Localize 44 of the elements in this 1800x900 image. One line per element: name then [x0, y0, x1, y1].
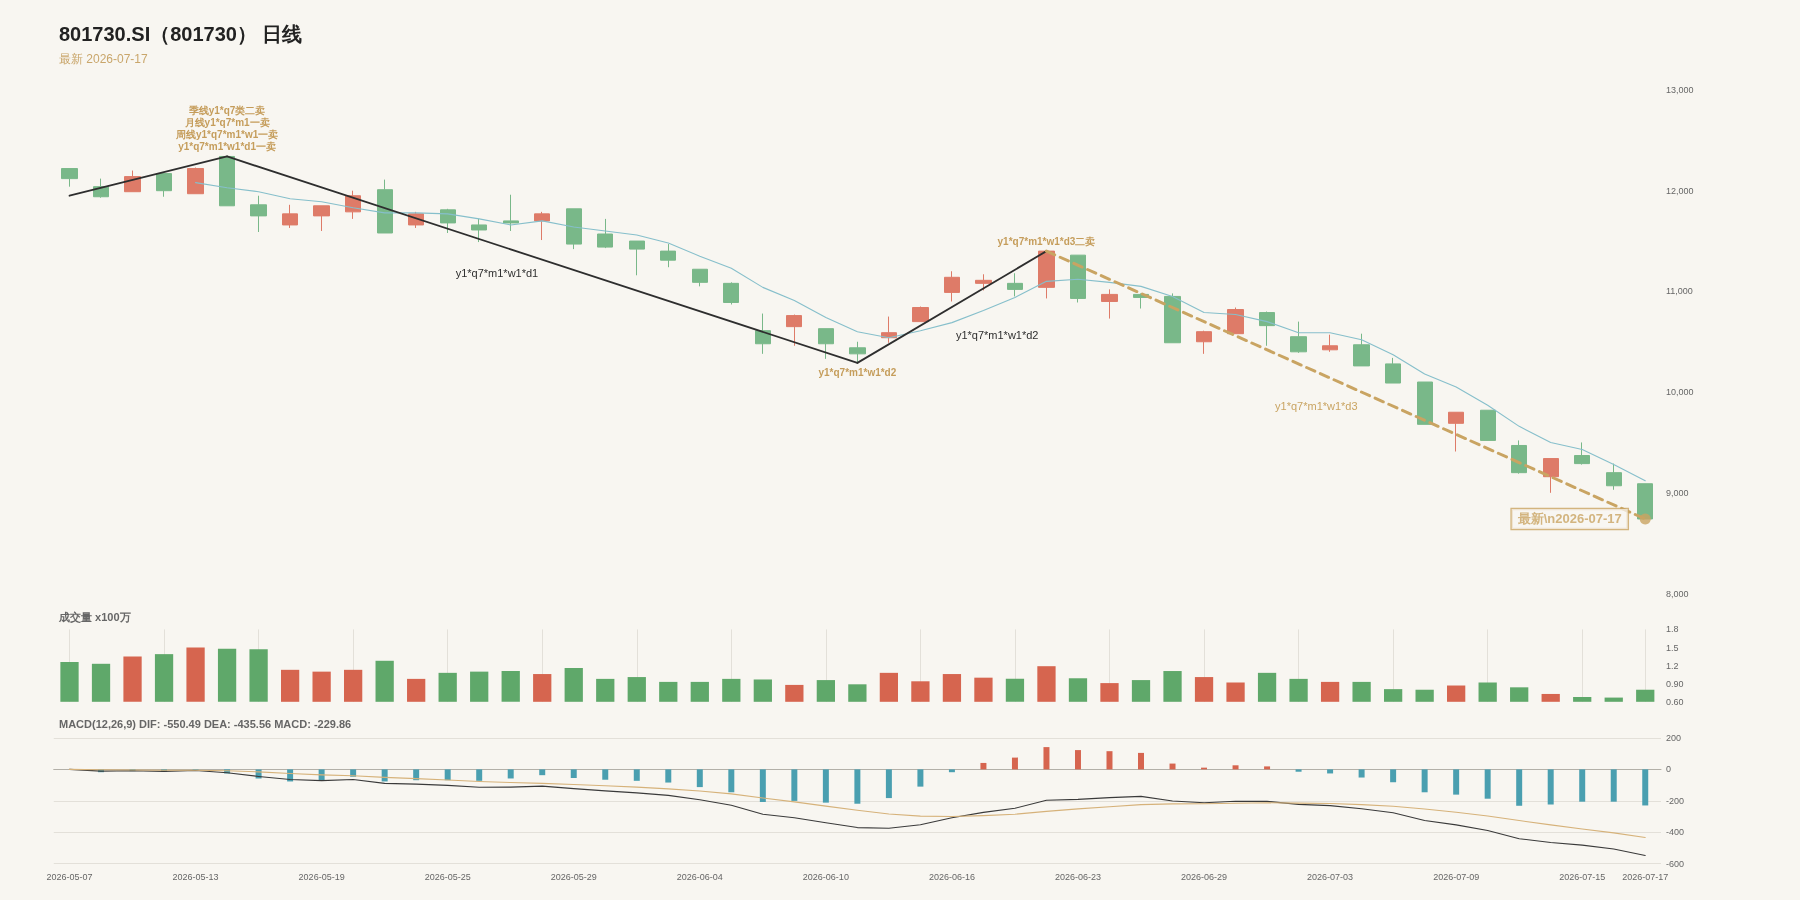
y-tick-label: 9,000	[1666, 487, 1689, 498]
data-label: y1*q7*m1*w1*d2	[818, 367, 897, 379]
y-tick-label: 0.90	[1666, 678, 1684, 689]
chart-title: MACD(12,26,9) DIF: -550.49 DEA: -435.56 MACD: -229.86	[59, 717, 352, 730]
y-tick-label: 12,000	[1666, 185, 1694, 196]
y-tick-label: 13,000	[1666, 85, 1694, 95]
y-tick-label: 1.8	[1666, 624, 1679, 635]
annotation: 周线y1*q7*m1*w1一卖	[174, 128, 279, 140]
x-tick-label: 2026-06-29	[1181, 872, 1228, 882]
y-tick-label: -200	[1666, 795, 1685, 806]
y-tick-label: 8,000	[1666, 588, 1689, 599]
y-tick-label: -400	[1666, 827, 1685, 838]
y-tick-label: 10,000	[1666, 387, 1694, 398]
series-label: y1*q7*m1*w1*d1	[455, 267, 539, 280]
x-tick-label: 2026-07-15	[1559, 872, 1606, 882]
data-label: y1*q7*m1*w1*d3二卖	[997, 235, 1096, 247]
x-tick-label: 2026-05-19	[298, 872, 345, 882]
x-tick-label: 2026-06-23	[1054, 872, 1101, 882]
y-tick-label: 1.2	[1666, 660, 1679, 671]
series-label: y1*q7*m1*w1*d3	[1275, 399, 1358, 412]
x-tick-label: 2026-06-16	[928, 872, 975, 882]
x-tick-label: 2026-05-25	[424, 872, 471, 882]
x-tick-label: 2026-05-29	[550, 872, 597, 882]
x-tick-label: 2026-07-17	[1622, 872, 1669, 882]
y-tick-label: 0.60	[1666, 696, 1684, 707]
chart-title: 801730.SI（801730） 日线	[59, 23, 303, 45]
x-tick-label: 2026-05-13	[172, 872, 219, 882]
annotation: y1*q7*m1*w1*d1一卖	[178, 140, 276, 152]
series-label: y1*q7*m1*w1*d2	[955, 328, 1039, 341]
x-tick-label: 2026-05-07	[46, 872, 93, 882]
chart-subtitle: 最新 2026-07-17	[59, 52, 149, 66]
chart-title: 成交量 x100万	[58, 610, 131, 623]
x-tick-label: 2026-07-09	[1433, 872, 1480, 882]
annotation: 月线y1*q7*m1一卖	[183, 116, 270, 128]
data-label: 最新\n2026-07-17	[1516, 511, 1622, 527]
x-tick-label: 2026-07-03	[1307, 872, 1354, 882]
y-tick-label: -600	[1666, 858, 1685, 869]
x-tick-label: 2026-06-04	[676, 872, 723, 882]
y-tick-label: 11,000	[1666, 286, 1693, 297]
y-tick-label: 0	[1666, 764, 1672, 775]
x-tick-label: 2026-06-10	[802, 872, 849, 882]
y-tick-label: 1.5	[1666, 642, 1679, 653]
annotation: 季线y1*q7类二卖	[187, 104, 266, 116]
y-tick-label: 200	[1666, 733, 1682, 743]
